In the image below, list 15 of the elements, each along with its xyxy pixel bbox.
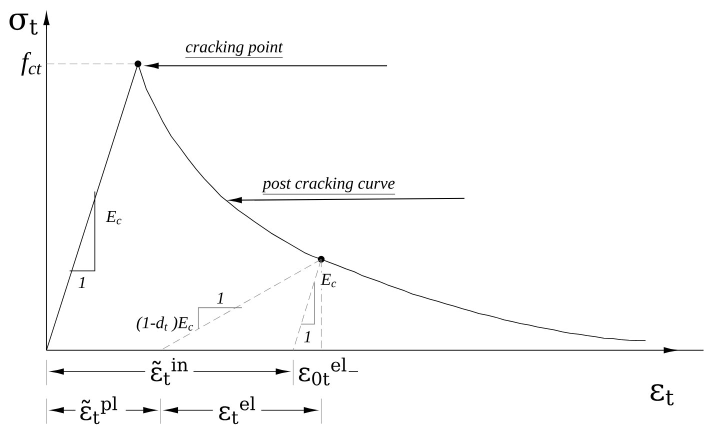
annotation: 1: [304, 331, 310, 342]
x-axis-title: ε$_{t}$: [650, 384, 674, 406]
y-axis-title: σ$_{t}$: [10, 14, 38, 35]
annotation: 1: [217, 292, 223, 304]
text: ε$_{0t}$el: [298, 358, 346, 386]
annotation: post cracking curve: [262, 177, 395, 192]
text: ε$_{t}$el: [219, 396, 256, 424]
ref-line-label: f$_{ct}$: [21, 52, 42, 76]
annotation: 1: [78, 277, 85, 288]
text: cracking point: [186, 40, 284, 56]
annotation: (1-d$_{t}$ )E$_{c}$: [136, 316, 194, 332]
annotation: E$_{c}$: [106, 211, 122, 225]
text: ε̃$_{t}$in: [150, 358, 188, 386]
text: ε̃$_{t}$pl: [80, 396, 118, 424]
annotation: E$_{c}$: [320, 274, 336, 288]
